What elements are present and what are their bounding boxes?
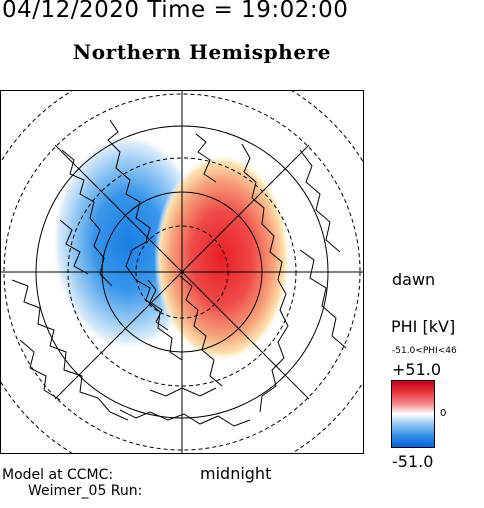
coastlines bbox=[11, 119, 347, 427]
colorbar bbox=[391, 380, 435, 448]
midnight-label: midnight bbox=[200, 464, 272, 483]
dawn-label: dawn bbox=[392, 270, 436, 289]
positive-potential-cell bbox=[154, 154, 290, 362]
colorbar-range: -51.0<PHI<46 bbox=[392, 346, 457, 356]
colorbar-title: PHI [kV] bbox=[391, 317, 456, 336]
colorbar-zero-label: 0 bbox=[440, 408, 447, 419]
map-frame bbox=[0, 90, 364, 454]
datetime-label: 04/12/2020 Time = 19:02:00 bbox=[2, 0, 349, 23]
colorbar-max-label: +51.0 bbox=[392, 360, 442, 379]
plot-title: Northern Hemisphere bbox=[72, 40, 332, 64]
polar-map bbox=[0, 90, 364, 454]
meridian-lines bbox=[0, 90, 364, 454]
colorbar-min-label: -51.0 bbox=[392, 452, 434, 471]
run-credit: Weimer_05 Run: bbox=[28, 483, 143, 499]
model-credit: Model at CCMC: bbox=[2, 467, 114, 483]
